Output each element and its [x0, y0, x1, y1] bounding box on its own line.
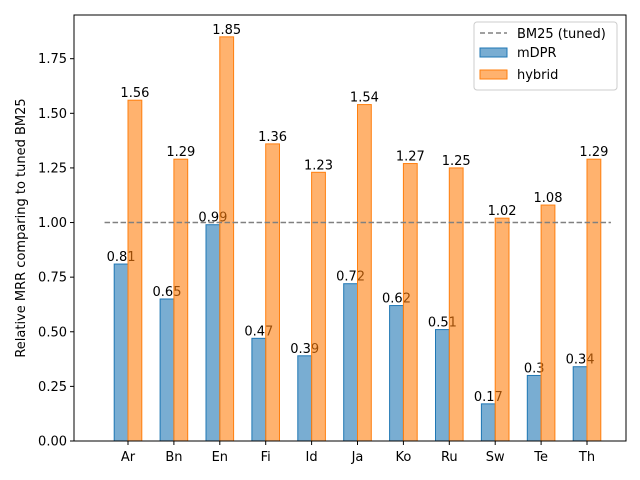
axes-frame: [73, 14, 627, 442]
data-label-hybrid-bn: 1.29: [166, 145, 195, 160]
bar-mdpr-id: [297, 355, 313, 442]
y-tick-label: 1.50: [38, 107, 67, 122]
data-label-hybrid-fi: 1.36: [258, 130, 287, 145]
data-label-hybrid-sw: 1.02: [488, 204, 517, 219]
bar-hybrid-fi: [265, 143, 281, 442]
bar-mdpr-fi: [251, 337, 267, 442]
bar-hybrid-ar: [127, 99, 143, 442]
x-tick-label-id: Id: [306, 450, 318, 465]
bar-hybrid-en: [219, 36, 235, 442]
y-tick-label: 0.50: [38, 325, 67, 340]
bar-hybrid-ko: [402, 163, 418, 442]
bar-hybrid-ru: [448, 167, 464, 442]
x-tick-label-bn: Bn: [165, 450, 182, 465]
bar-mdpr-bn: [159, 298, 175, 442]
x-tick-label-ko: Ko: [395, 450, 411, 465]
x-tick-label-ja: Ja: [351, 450, 364, 465]
legend-swatch-hybrid: [479, 69, 508, 80]
y-tick-label: 0.00: [38, 435, 67, 450]
bar-mdpr-ru: [435, 329, 450, 442]
legend-frame: [473, 21, 618, 91]
axes: 0.00 0.25 0.50 0.75 1.00 1.25 1.50 1.75 Ar Bn En Fi…: [38, 14, 627, 465]
data-label-hybrid-th: 1.29: [579, 145, 608, 160]
y-tick-label: 1.25: [38, 161, 67, 176]
bar-hybrid-te: [540, 204, 556, 442]
bar-mdpr-ja: [343, 283, 359, 442]
bar-hybrid-th: [586, 158, 602, 442]
x-tick-label-en: En: [212, 450, 228, 465]
bar-mdpr-sw: [480, 403, 496, 442]
data-label-hybrid-id: 1.23: [304, 158, 333, 173]
data-label-hybrid-en: 1.85: [212, 23, 241, 38]
legend-entry-bm25: BM25 (tuned): [517, 27, 606, 42]
y-tick-label: 1.75: [38, 52, 67, 67]
x-tick-label-ar: Ar: [121, 450, 136, 465]
data-label-hybrid-ru: 1.25: [442, 154, 471, 169]
bar-hybrid-ja: [357, 104, 372, 442]
data-label-hybrid-ja: 1.54: [350, 91, 379, 106]
y-tick-label: 0.75: [38, 271, 67, 286]
data-label-hybrid-ko: 1.27: [396, 150, 425, 165]
bar-hybrid-bn: [173, 158, 189, 442]
bar-mdpr-th: [572, 366, 588, 442]
plot-area: 0.810.650.990.470.390.720.620.510.170.30…: [104, 23, 611, 442]
legend: BM25 (tuned) mDPR hybrid: [473, 21, 618, 91]
legend-swatch-mdpr: [479, 47, 508, 58]
bar-hybrid-sw: [494, 217, 510, 442]
x-tick-label-te: Te: [533, 450, 548, 465]
x-tick-label-fi: Fi: [261, 450, 271, 465]
bar-mdpr-te: [526, 374, 542, 442]
bar-mdpr-en: [205, 224, 221, 442]
bar-hybrid-id: [311, 171, 326, 442]
bar-mdpr-ar: [113, 263, 129, 442]
data-label-hybrid-te: 1.08: [534, 191, 563, 206]
y-tick-label: 0.25: [38, 380, 67, 395]
x-tick-label-sw: Sw: [486, 450, 505, 465]
legend-entry-hybrid: hybrid: [517, 68, 558, 83]
bar-mdpr-ko: [389, 305, 404, 442]
data-label-hybrid-ar: 1.56: [120, 86, 149, 101]
x-tick-label-ru: Ru: [441, 450, 458, 465]
x-tick-label-th: Th: [578, 450, 595, 465]
legend-entry-mdpr: mDPR: [517, 46, 557, 61]
data-label-mdpr-te: 0.3: [524, 361, 545, 376]
y-tick-label: 1.00: [38, 216, 67, 231]
y-axis-label: Relative MRR comparing to tuned BM25: [14, 98, 29, 357]
